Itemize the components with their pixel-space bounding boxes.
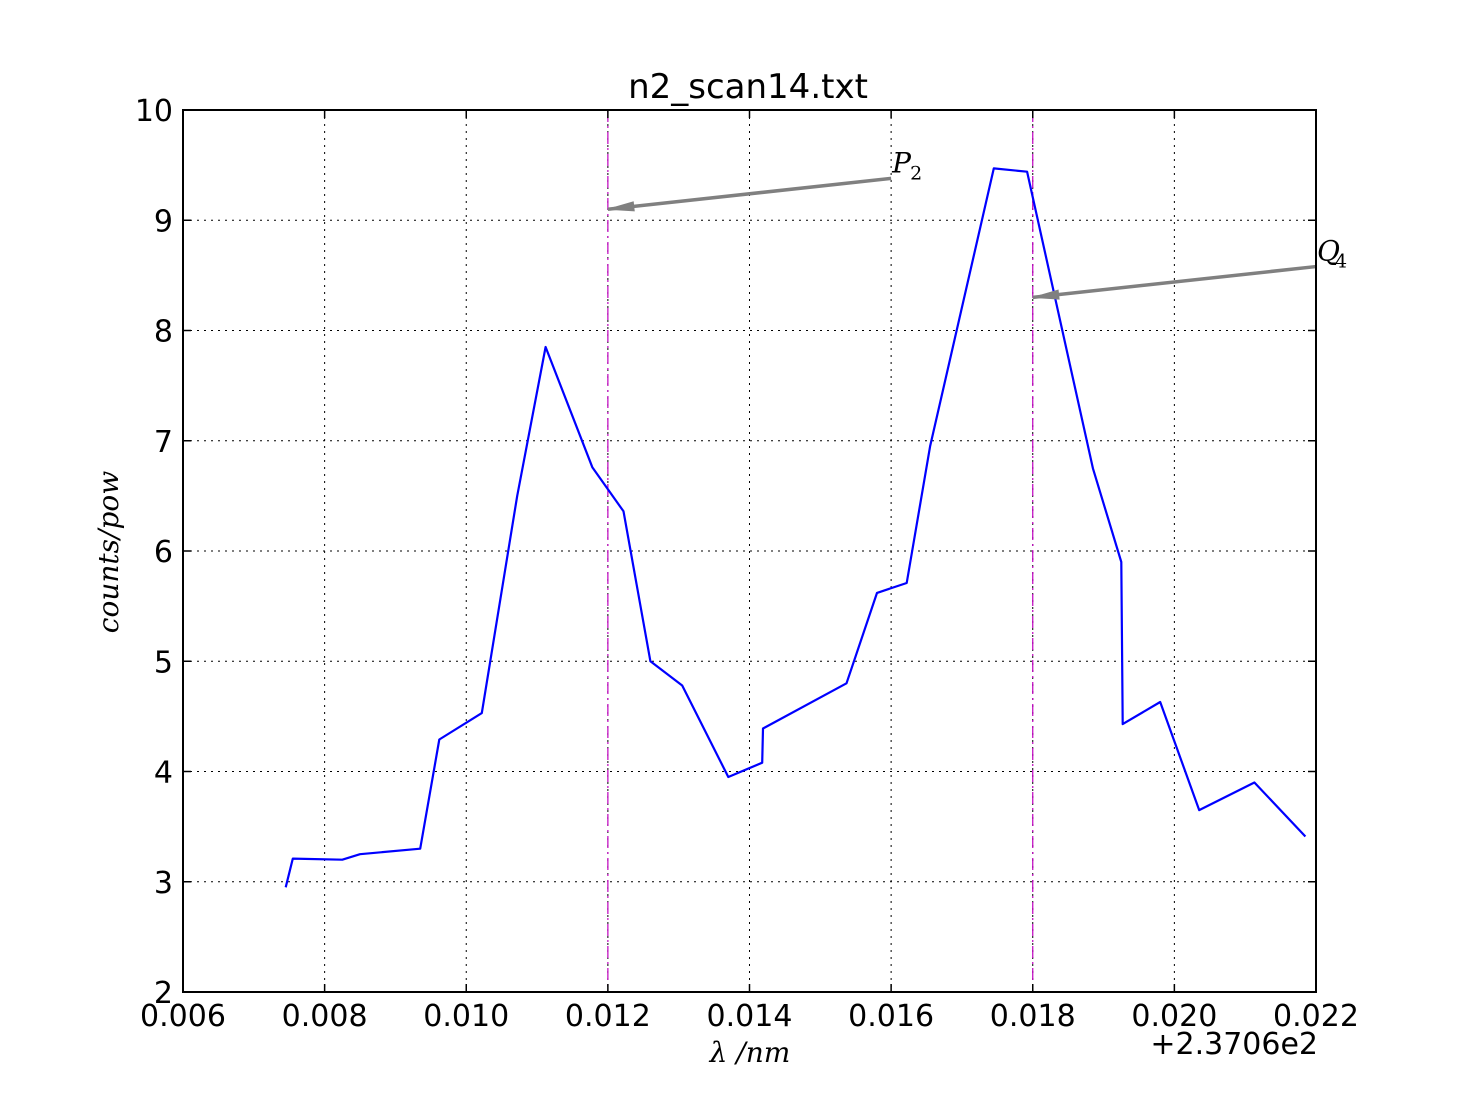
x-tick-label: 0.014 [707,999,793,1034]
y-tick-label: 5 [154,645,173,680]
vline-layer [607,110,1034,992]
x-tick-label: 0.008 [282,999,368,1034]
annotation-label: Q [1317,235,1340,268]
y-tick-label: 2 [154,976,173,1011]
annotation-label: P [891,146,912,179]
series-layer [284,167,1307,888]
annotation-subscript: 2 [910,162,922,184]
x-axis-label: λ /nm [709,1036,791,1069]
y-tick-label: 4 [154,756,173,791]
chart-title: n2_scan14.txt [628,67,868,107]
y-tick-label: 10 [135,94,173,129]
series-line [284,167,1307,888]
y-tick-label: 6 [154,535,173,570]
annotation-arrow-line [1032,264,1317,300]
x-tick-label: 0.010 [423,999,509,1034]
y-tick-label: 8 [154,315,173,350]
tick-layer: 0.006 0.008 0.010 0.012 0.014 0.016 0.018 0.020… [135,94,1359,1034]
x-tick-label: 0.020 [1131,999,1217,1034]
annotation-layer: P 2 Q4 [607,146,1347,300]
y-tick-label: 3 [154,866,173,901]
annotation-arrow-head [607,201,635,212]
x-tick-label: 0.012 [565,999,651,1034]
x-offset-label: +2.3706e2 [1150,1027,1318,1062]
x-tick-label: 0.022 [1273,999,1359,1034]
annotation-arrow-line [607,176,892,211]
y-axis-label: counts/pow [92,471,125,633]
x-tick-label: 0.018 [990,999,1076,1034]
y-tick-label: 7 [154,425,173,460]
x-tick-label: 0.016 [848,999,934,1034]
x-tick-label: 0.006 [140,999,226,1034]
annotation-arrow-head [1032,289,1060,300]
y-tick-label: 9 [154,204,173,239]
annotation-subscript: 4 [1335,251,1347,273]
